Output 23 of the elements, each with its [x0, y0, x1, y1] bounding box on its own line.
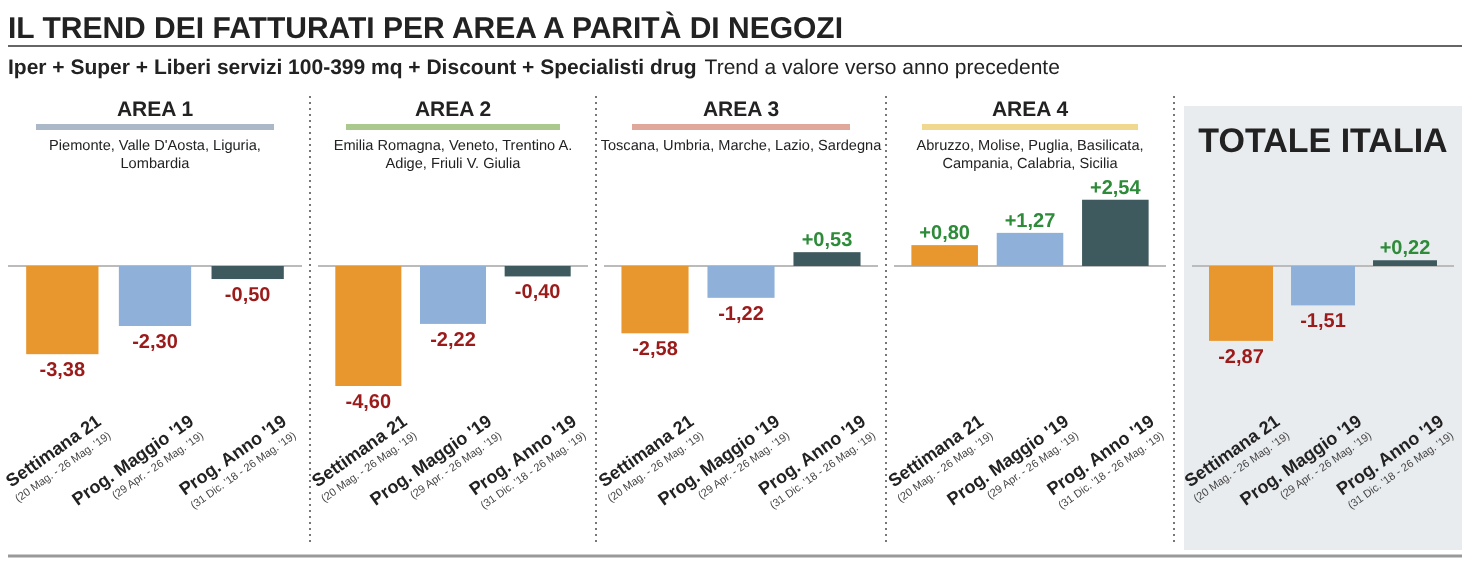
- data-label: -4,60: [345, 392, 392, 414]
- chart-title: AREA 2: [414, 98, 492, 122]
- chart-title: AREA 4: [991, 98, 1069, 122]
- text: Trend a valore verso anno precedente: [704, 56, 1061, 80]
- data-label: +1,27: [1004, 210, 1057, 233]
- data-label: -2,87: [1218, 346, 1265, 369]
- data-label: -2,22: [430, 329, 477, 352]
- data-label: -3,38: [39, 360, 86, 383]
- chart-title: AREA 3: [702, 98, 780, 122]
- data-label: -1,22: [718, 303, 765, 326]
- data-label: -1,51: [1300, 311, 1347, 334]
- chart-title: TOTALE ITALIA: [1198, 122, 1448, 160]
- data-label: +2,54: [1090, 177, 1142, 200]
- data-label: -0,50: [224, 285, 272, 308]
- data-label: -2,58: [632, 339, 679, 362]
- data-label: +0,80: [919, 223, 971, 246]
- data-label: +0,53: [801, 230, 854, 253]
- data-label: +0,22: [1379, 238, 1432, 261]
- chart-title: AREA 1: [116, 98, 194, 122]
- text: IL TREND DEI FATTURATI PER AREA A PARITÀ DI NEGOZI: [8, 10, 844, 46]
- data-label: -2,30: [132, 332, 179, 354]
- data-label: -0,40: [514, 282, 562, 305]
- text: Iper + Super + Liberi servizi 100-399 mq + Discount + Specialisti drug: [8, 56, 697, 80]
